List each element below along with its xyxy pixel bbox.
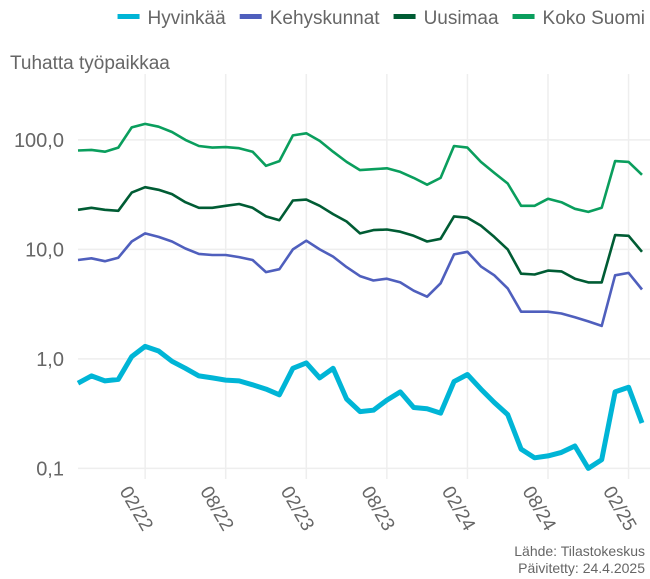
x-tick-label: 08/22 <box>195 483 237 535</box>
x-tick-label: 08/23 <box>357 483 399 535</box>
series-line <box>77 122 643 214</box>
legend-swatch <box>239 14 262 19</box>
y-axis-label: Tuhatta työpaikkaa <box>10 53 170 74</box>
x-tick-label: 02/24 <box>437 483 479 535</box>
legend-label: Kehyskunnat <box>270 8 381 29</box>
x-tick-label: 08/24 <box>518 483 560 535</box>
legend-label: Hyvinkää <box>148 8 227 29</box>
legend-label: Uusimaa <box>424 8 499 29</box>
legend-swatch <box>117 14 140 19</box>
series-line <box>76 343 645 471</box>
y-tick-label: 10,0 <box>25 239 64 261</box>
y-tick-label: 0,1 <box>36 458 64 480</box>
series-line <box>77 185 643 284</box>
x-tick-label: 02/25 <box>598 483 640 535</box>
series-line <box>77 232 644 328</box>
legend-swatch <box>512 14 535 19</box>
y-tick-label: 100,0 <box>14 130 64 152</box>
x-tick-label: 02/23 <box>276 483 318 535</box>
updated: Päivitetty: 24.4.2025 <box>518 560 645 576</box>
source: Lähde: Tilastokeskus <box>514 543 645 559</box>
legend-swatch <box>393 14 416 19</box>
x-tick-label: 02/22 <box>115 483 157 535</box>
legend-label: Koko Suomi <box>543 8 645 29</box>
y-tick-label: 1,0 <box>36 349 64 371</box>
